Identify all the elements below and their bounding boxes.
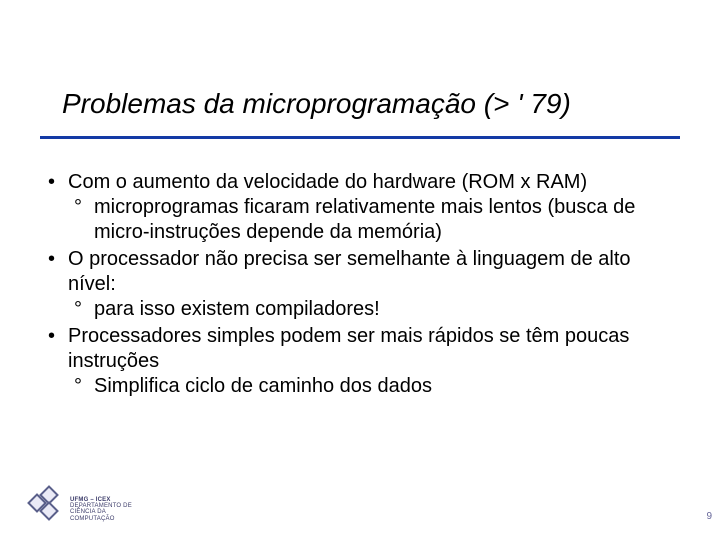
bullet-text: O processador não precisa ser semelhante…: [68, 248, 631, 295]
slide-title: Problemas da microprogramação (> ' 79): [62, 88, 571, 120]
title-underline: [40, 136, 680, 139]
bullet-item: Processadores simples podem ser mais ráp…: [42, 324, 664, 399]
sub-bullet-text: microprogramas ficaram relativamente mai…: [94, 196, 635, 243]
bullet-item: Com o aumento da velocidade do hardware …: [42, 170, 664, 245]
department-logo: UFMG – ICEX DEPARTAMENTO DE CIÊNCIA DA C…: [28, 488, 158, 522]
logo-line2: DEPARTAMENTO DE CIÊNCIA DA: [70, 503, 158, 516]
sub-bullet-item: microprogramas ficaram relativamente mai…: [68, 195, 664, 245]
bullet-item: O processador não precisa ser semelhante…: [42, 247, 664, 322]
bullet-text: Processadores simples podem ser mais ráp…: [68, 325, 629, 372]
logo-mark-icon: [28, 488, 66, 522]
logo-text: UFMG – ICEX DEPARTAMENTO DE CIÊNCIA DA C…: [70, 497, 158, 522]
page-number: 9: [706, 511, 712, 522]
logo-line3: COMPUTAÇÃO: [70, 516, 158, 522]
sub-bullet-item: Simplifica ciclo de caminho dos dados: [68, 374, 664, 399]
sub-bullet-text: Simplifica ciclo de caminho dos dados: [94, 375, 432, 397]
sub-bullet-text: para isso existem compiladores!: [94, 298, 380, 320]
sub-bullet-item: para isso existem compiladores!: [68, 297, 664, 322]
slide: Problemas da microprogramação (> ' 79) C…: [0, 0, 720, 540]
slide-body: Com o aumento da velocidade do hardware …: [42, 170, 664, 401]
bullet-text: Com o aumento da velocidade do hardware …: [68, 171, 587, 193]
